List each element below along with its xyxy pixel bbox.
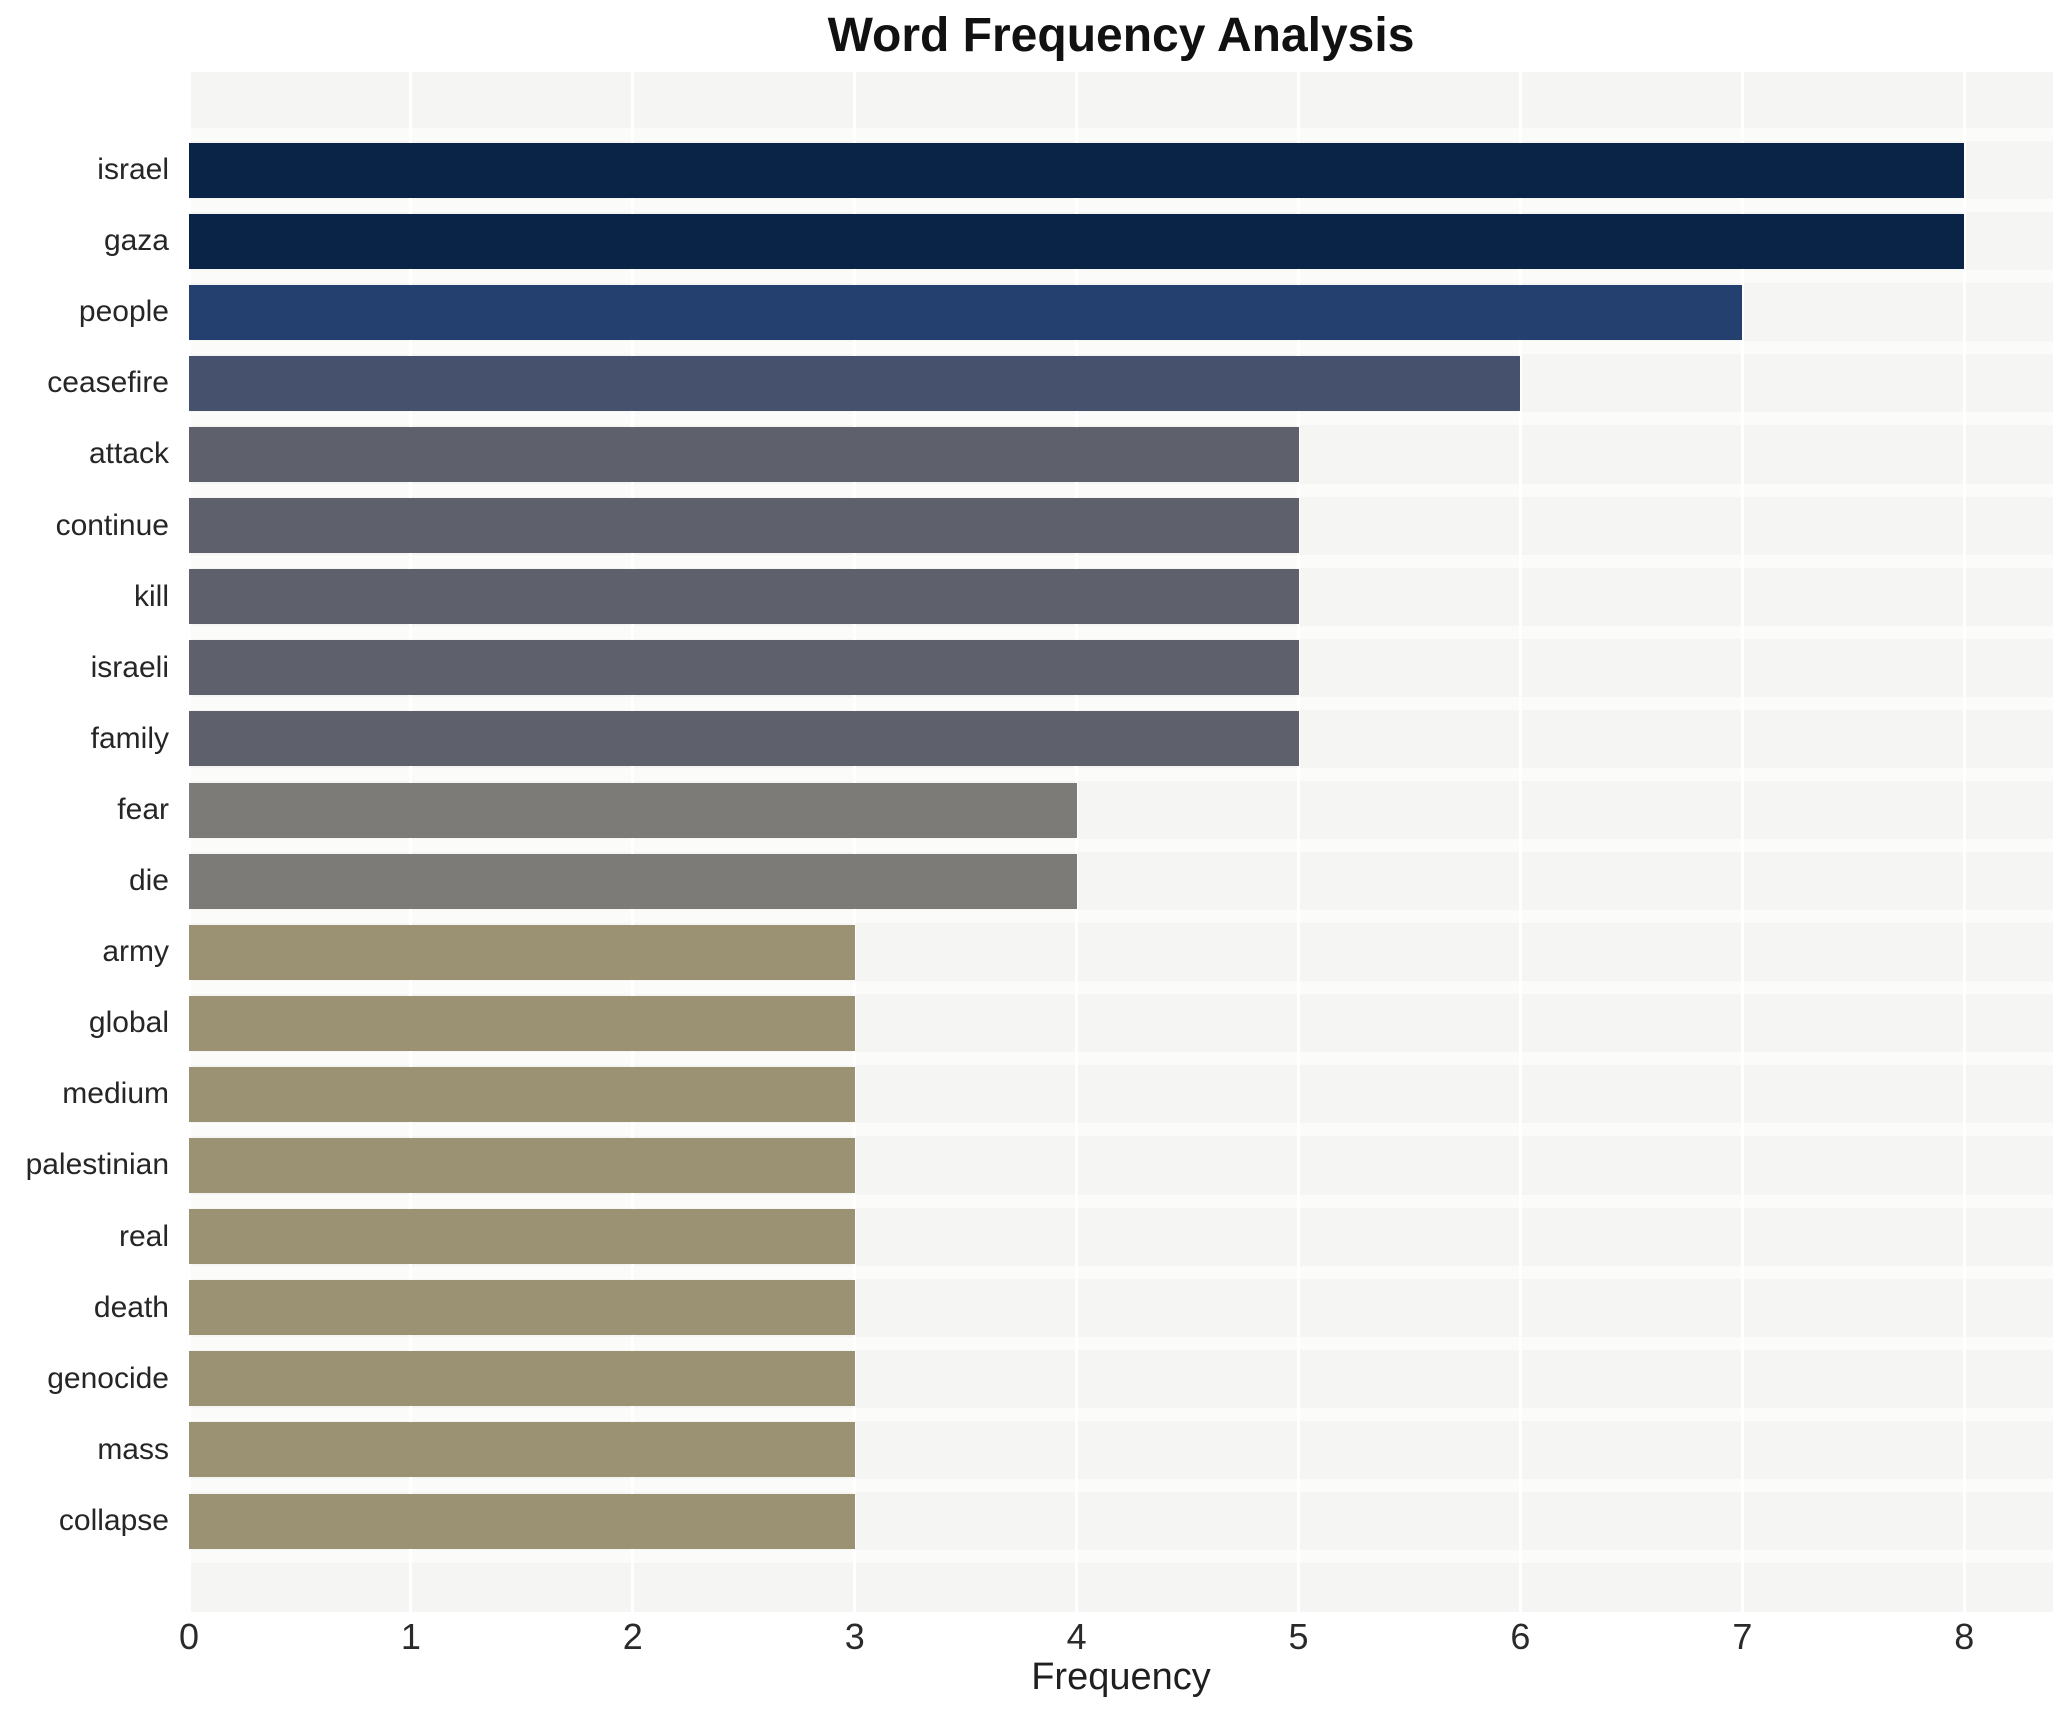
y-label-die: die [128, 864, 169, 898]
y-label-death: death [93, 1290, 169, 1324]
bar-medium [189, 1066, 855, 1122]
x-gridline [1518, 72, 1522, 1612]
band-stripe [189, 554, 2053, 568]
y-label-continue: continue [55, 508, 169, 542]
bar-palestinian [189, 1138, 855, 1193]
plot-panel [187, 72, 2053, 1612]
y-label-palestinian: palestinian [25, 1148, 169, 1182]
bar-army [189, 924, 855, 980]
band-stripe [189, 483, 2053, 497]
y-label-gaza: gaza [103, 224, 169, 258]
x-tick-4: 4 [1066, 1616, 1087, 1657]
band-stripe [189, 1550, 2053, 1564]
bar-death [189, 1280, 855, 1336]
band-stripe [189, 1336, 2053, 1350]
band-stripe [189, 981, 2053, 995]
y-label-real: real [118, 1219, 169, 1253]
y-label-medium: medium [62, 1077, 169, 1111]
band-stripe [189, 128, 2053, 142]
y-label-family: family [90, 721, 169, 755]
x-tick-7: 7 [1732, 1616, 1753, 1657]
y-label-genocide: genocide [47, 1361, 169, 1395]
band-stripe [189, 910, 2053, 924]
band-stripe [189, 341, 2053, 355]
y-label-israeli: israeli [90, 650, 169, 684]
band-stripe [189, 270, 2053, 284]
bar-people [189, 284, 1743, 340]
bar-attack [189, 427, 1299, 482]
x-tick-1: 1 [400, 1616, 421, 1657]
y-label-kill: kill [134, 579, 169, 613]
x-gridline [1297, 72, 1301, 1612]
x-tick-8: 8 [1954, 1616, 1975, 1657]
x-gridline [1962, 72, 1966, 1612]
bar-global [189, 995, 855, 1051]
bar-ceasefire [189, 355, 1521, 411]
bar-kill [189, 569, 1299, 625]
x-gridline [187, 72, 191, 1612]
band-stripe [189, 1123, 2053, 1137]
x-gridline [1740, 72, 1744, 1612]
x-tick-6: 6 [1510, 1616, 1531, 1657]
bar-gaza [189, 213, 1965, 269]
bar-fear [189, 782, 1077, 838]
bar-mass [189, 1422, 855, 1478]
band-stripe [189, 1478, 2053, 1492]
x-gridline [409, 72, 413, 1612]
bar-real [189, 1209, 855, 1265]
y-label-mass: mass [97, 1432, 169, 1466]
y-label-attack: attack [88, 437, 169, 471]
y-label-army: army [102, 935, 169, 969]
y-label-israel: israel [97, 153, 169, 187]
band-stripe [189, 1265, 2053, 1279]
x-gridline [853, 72, 857, 1612]
band-stripe [189, 1194, 2053, 1208]
chart-title: Word Frequency Analysis [827, 9, 1415, 62]
y-label-ceasefire: ceasefire [47, 366, 169, 400]
band-stripe [189, 839, 2053, 853]
x-tick-5: 5 [1288, 1616, 1309, 1657]
x-tick-3: 3 [844, 1616, 865, 1657]
bar-collapse [189, 1493, 855, 1549]
y-label-fear: fear [117, 792, 169, 826]
band-stripe [189, 1407, 2053, 1421]
x-gridline [631, 72, 635, 1612]
bar-israeli [189, 640, 1299, 696]
bar-die [189, 853, 1077, 909]
band-stripe [189, 199, 2053, 213]
x-tick-0: 0 [178, 1616, 200, 1657]
band-stripe [189, 1052, 2053, 1066]
y-label-global: global [88, 1006, 169, 1040]
bar-israel [189, 142, 1965, 198]
band-stripe [189, 412, 2053, 426]
y-label-collapse: collapse [58, 1503, 169, 1537]
band-stripe [189, 696, 2053, 710]
bar-family [189, 711, 1299, 767]
x-tick-2: 2 [622, 1616, 643, 1657]
band-stripe [189, 767, 2053, 781]
band-stripe [189, 625, 2053, 639]
x-gridline [1075, 72, 1079, 1612]
y-label-people: people [78, 295, 169, 329]
x-axis-label: Frequency [1031, 1656, 1211, 1698]
bar-genocide [189, 1351, 855, 1407]
bar-continue [189, 498, 1299, 554]
